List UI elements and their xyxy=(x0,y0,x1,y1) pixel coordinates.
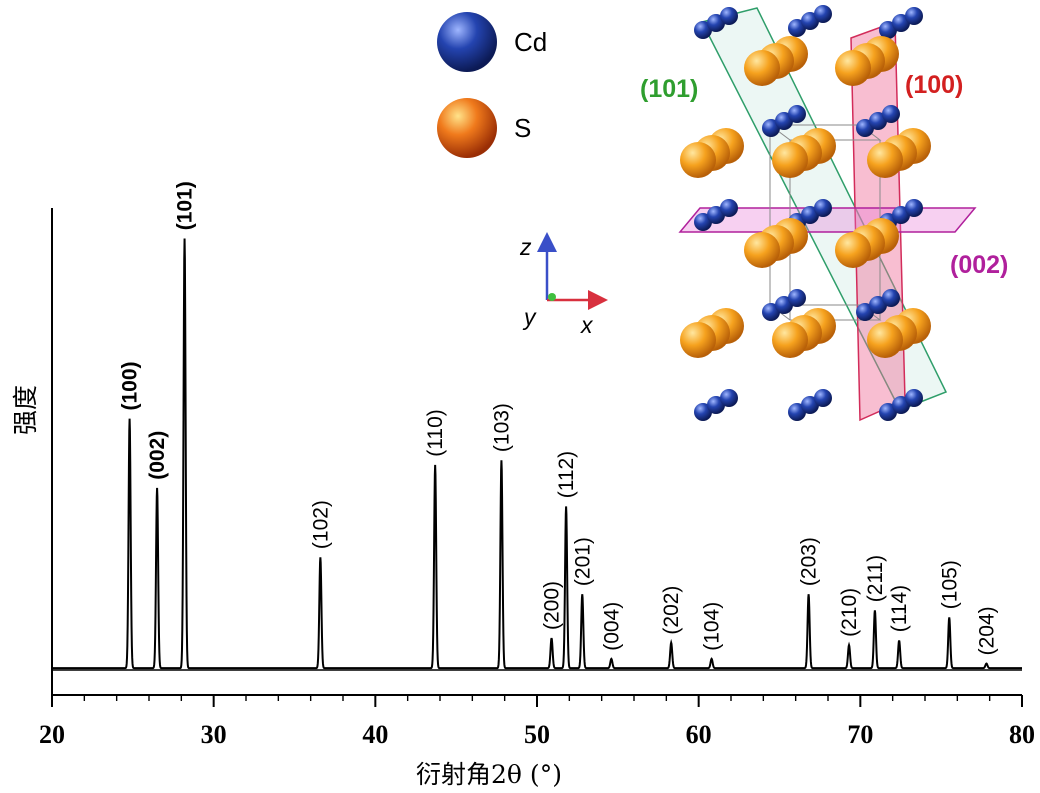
cd-atom xyxy=(814,389,832,407)
legend: Cd S xyxy=(437,12,547,158)
peak-label-103: (103) xyxy=(490,403,513,452)
peak-label-002: (002) xyxy=(146,431,169,480)
cd-atom xyxy=(720,7,738,25)
cd-atom xyxy=(905,389,923,407)
cd-atom xyxy=(905,199,923,217)
peak-label-203: (203) xyxy=(798,537,821,586)
s-atom xyxy=(680,142,716,178)
peak-label-100: (100) xyxy=(119,361,142,410)
cd-atom xyxy=(788,289,806,307)
s-legend-sphere xyxy=(437,98,497,158)
cd-legend-label: Cd xyxy=(514,27,547,57)
xrd-pattern-line xyxy=(52,238,1022,670)
x-tick-label: 50 xyxy=(524,720,550,749)
crystal-structure: (101) (100) (002) xyxy=(640,5,1008,422)
peak-label-102: (102) xyxy=(309,500,332,549)
s-atom xyxy=(772,142,808,178)
cd-atom xyxy=(720,389,738,407)
plane-label-101: (101) xyxy=(640,75,698,103)
triad-x-label: x xyxy=(580,312,594,338)
s-atom xyxy=(680,322,716,358)
peak-label-211: (211) xyxy=(864,555,887,602)
y-axis-title: 强度 xyxy=(11,385,40,435)
peak-label-114: (114) xyxy=(888,585,911,632)
axes: 20 30 40 50 60 70 80 xyxy=(39,208,1035,749)
peak-label-200: (200) xyxy=(541,581,564,630)
peak-label-210: (210) xyxy=(838,588,861,637)
x-ticks xyxy=(51,695,1023,707)
peak-labels: (100)(002) (101) (102) (110) (103) (200) (112)… xyxy=(119,181,999,655)
s-atom xyxy=(744,232,780,268)
triad-y-label: y xyxy=(522,304,537,330)
cd-atom xyxy=(720,199,738,217)
x-tick-label: 70 xyxy=(847,720,873,749)
cd-atom xyxy=(814,199,832,217)
cd-atom xyxy=(814,5,832,23)
peak-label-105: (105) xyxy=(938,560,961,609)
cd-atom xyxy=(905,7,923,25)
s-atom xyxy=(835,232,871,268)
s-atom xyxy=(744,50,780,86)
x-tick-label: 40 xyxy=(362,720,388,749)
triad-z-label: z xyxy=(519,234,532,260)
s-atom xyxy=(867,142,903,178)
peak-label-004: (004) xyxy=(600,602,623,651)
x-tick-label: 80 xyxy=(1009,720,1035,749)
atoms xyxy=(680,5,931,421)
peak-label-110: (110) xyxy=(424,409,447,456)
s-atom xyxy=(835,50,871,86)
cd-atom xyxy=(788,105,806,123)
plane-label-002: (002) xyxy=(950,251,1008,279)
s-atom xyxy=(772,322,808,358)
x-tick-label: 20 xyxy=(39,720,65,749)
axes-triad: z y x xyxy=(519,232,608,338)
x-axis-title: 衍射角2θ (°) xyxy=(416,760,562,789)
cd-legend-sphere xyxy=(437,12,497,72)
x-tick-label: 60 xyxy=(686,720,712,749)
peak-label-202: (202) xyxy=(660,586,683,635)
plane-label-100: (100) xyxy=(905,71,963,99)
peak-label-112: (112) xyxy=(555,451,578,498)
x-tick-labels: 20 30 40 50 60 70 80 xyxy=(39,720,1035,749)
peak-label-101: (101) xyxy=(174,181,197,230)
cd-atom xyxy=(882,105,900,123)
cd-atom xyxy=(882,289,900,307)
s-legend-label: S xyxy=(514,113,531,143)
triad-y-dot xyxy=(548,293,556,301)
peak-label-201: (201) xyxy=(571,537,594,586)
x-tick-label: 30 xyxy=(201,720,227,749)
peak-label-104: (104) xyxy=(701,602,724,651)
s-atom xyxy=(867,322,903,358)
peak-label-204: (204) xyxy=(975,606,998,655)
